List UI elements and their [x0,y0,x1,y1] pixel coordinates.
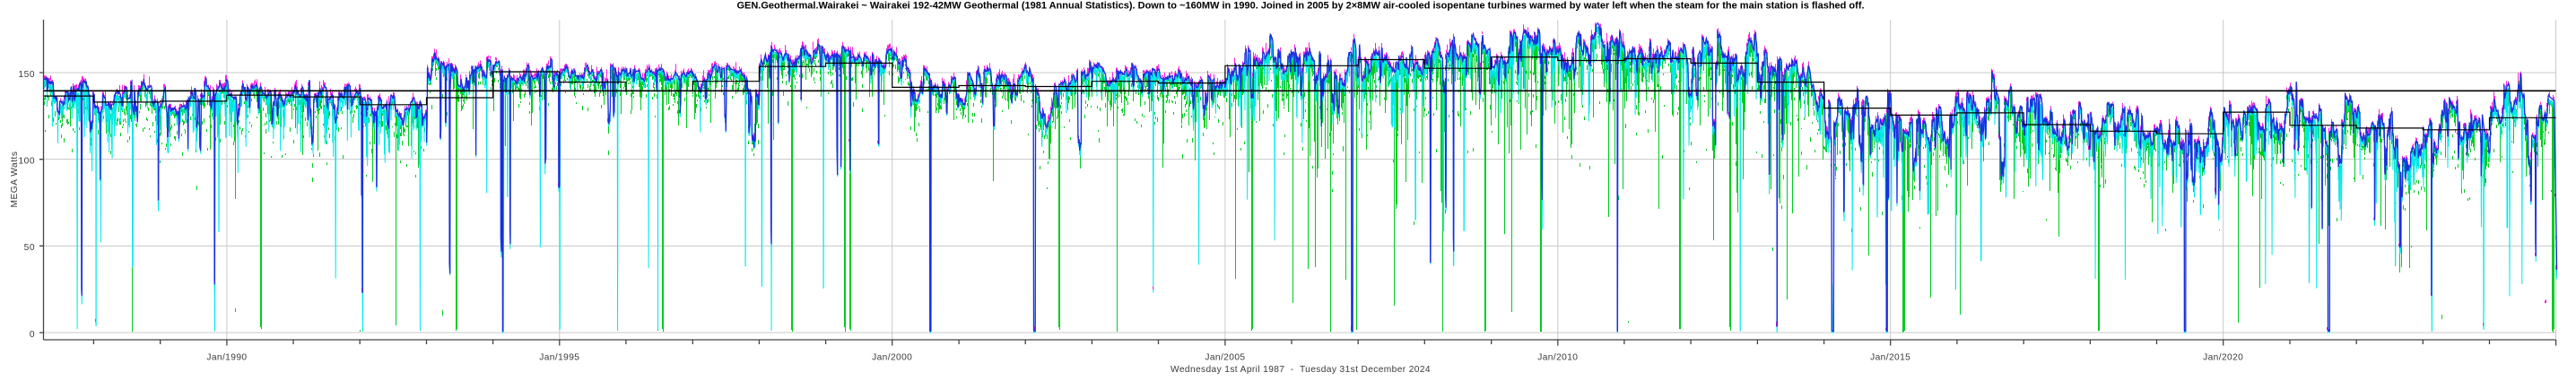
svg-text:50: 50 [24,243,35,253]
svg-text:Jan/2000: Jan/2000 [872,353,912,363]
svg-text:Jan/2015: Jan/2015 [1870,353,1910,363]
svg-text:Jan/1995: Jan/1995 [539,353,579,363]
svg-text:GEN.Geothermal.Wairakei ~ Wair: GEN.Geothermal.Wairakei ~ Wairakei 192-4… [736,1,1864,12]
svg-text:Jan/2005: Jan/2005 [1205,353,1245,363]
svg-text:Jan/2020: Jan/2020 [2203,353,2243,363]
svg-text:0: 0 [30,330,35,340]
svg-text:Wednesday 1st April 1987 - T: Wednesday 1st April 1987 - Tuesday 31st … [1171,365,1431,375]
svg-text:Jan/1990: Jan/1990 [206,353,247,363]
svg-text:100: 100 [19,157,36,167]
svg-text:MEGA Watts: MEGA Watts [10,152,20,208]
svg-text:Jan/2010: Jan/2010 [1537,353,1578,363]
svg-text:150: 150 [19,70,36,80]
